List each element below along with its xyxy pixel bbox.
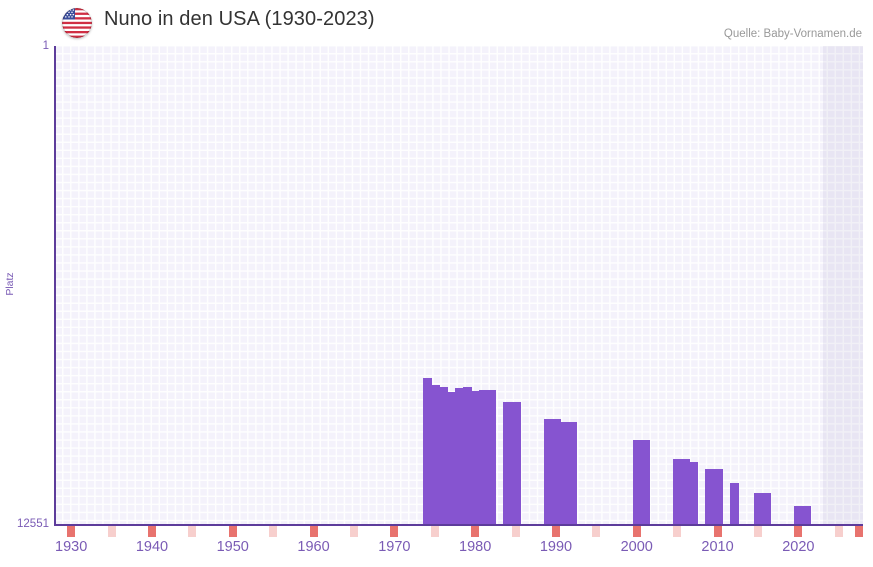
bar-1976[interactable] [438, 386, 448, 525]
chart-header: Nuno in den USA (1930-2023) Quelle: Baby… [0, 0, 873, 44]
bar-2007[interactable] [689, 462, 699, 525]
bar-2000[interactable] [632, 440, 642, 525]
x-tick-minor-2025 [834, 526, 843, 537]
bar-1982[interactable] [487, 389, 497, 525]
x-label-2020: 2020 [782, 539, 815, 555]
bar-1991[interactable] [560, 421, 570, 525]
x-tick-1970 [390, 526, 399, 537]
x-label-1970: 1970 [378, 539, 411, 555]
x-label-1930: 1930 [55, 539, 88, 555]
bar-1979[interactable] [463, 386, 473, 525]
x-tick-1930 [67, 526, 76, 537]
x-axis-labels: 1930 1940 1950 1960 1970 1980 1990 2000 2010 2020 [0, 539, 873, 563]
bar-1978[interactable] [455, 388, 464, 525]
x-tick-1950 [228, 526, 237, 537]
x-tick-minor-2015 [753, 526, 762, 537]
bar-1981[interactable] [479, 389, 489, 525]
x-axis-line [54, 524, 863, 526]
bar-1974[interactable] [422, 378, 432, 525]
x-tick-minor-1955 [269, 526, 278, 537]
x-label-1960: 1960 [297, 539, 330, 555]
bar-2005[interactable] [673, 459, 683, 525]
x-tick-minor-1965 [349, 526, 358, 537]
x-tick-1980 [471, 526, 480, 537]
bar-2001[interactable] [640, 440, 650, 525]
bar-2006[interactable] [681, 459, 691, 525]
x-tick-2000 [632, 526, 641, 537]
x-tick-minor-1945 [188, 526, 197, 537]
x-label-2010: 2010 [701, 539, 734, 555]
bar-1984[interactable] [503, 402, 513, 525]
x-tick-minor-1975 [430, 526, 439, 537]
x-tick-1940 [147, 526, 156, 537]
x-tick-minor-1985 [511, 526, 520, 537]
x-label-1990: 1990 [539, 539, 573, 555]
chart-title: Nuno in den USA (1930-2023) [104, 8, 375, 30]
x-label-1940: 1940 [135, 539, 169, 555]
bar-2016[interactable] [762, 492, 772, 525]
bar-1985[interactable] [511, 402, 521, 525]
y-axis-title: Platz [4, 272, 16, 296]
bar-2009[interactable] [705, 468, 715, 525]
y-axis-top-label: 1 [42, 40, 49, 52]
bar-1989[interactable] [543, 418, 553, 525]
x-axis-ticks [0, 526, 873, 538]
source-note: Quelle: Baby-Vornamen.de [723, 28, 862, 40]
x-label-1950: 1950 [216, 539, 249, 555]
x-tick-2020 [794, 526, 803, 537]
x-label-1980: 1980 [459, 539, 492, 555]
bar-1975[interactable] [430, 384, 440, 525]
x-tick-1960 [309, 526, 318, 537]
us-flag-icon [62, 8, 92, 38]
bar-2015[interactable] [753, 492, 763, 525]
x-tick-minor-1995 [592, 526, 601, 537]
y-axis-line [54, 46, 56, 525]
bar-2020[interactable] [794, 506, 804, 525]
plot-area [55, 46, 863, 525]
bar-1980[interactable] [471, 390, 481, 525]
bar-series [55, 46, 863, 525]
bar-2012[interactable] [729, 482, 739, 525]
bar-1992[interactable] [568, 421, 578, 525]
x-tick-edge [855, 526, 863, 537]
y-axis-bottom-label: 12551 [17, 518, 49, 530]
x-tick-1990 [551, 526, 560, 537]
x-tick-2010 [713, 526, 722, 537]
bar-1977[interactable] [446, 391, 456, 525]
x-tick-minor-2005 [673, 526, 682, 537]
x-tick-minor-1935 [107, 526, 116, 537]
bar-2010[interactable] [713, 468, 723, 525]
x-label-2000: 2000 [620, 539, 653, 555]
bar-2021[interactable] [802, 506, 812, 525]
bar-1990[interactable] [551, 418, 561, 525]
